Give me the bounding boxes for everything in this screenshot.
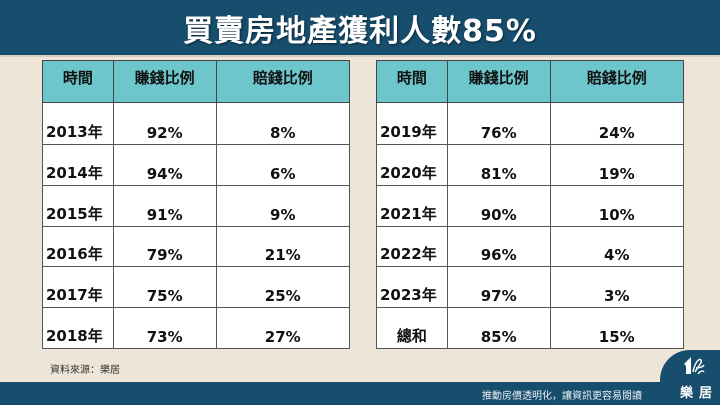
table-row: 2021年 90% 10%	[376, 184, 684, 227]
table-row: 2020年 81% 19%	[376, 144, 684, 186]
loss-cell: 15%	[549, 307, 684, 349]
profit-cell: 90%	[446, 184, 551, 227]
column-header-time: 時間	[42, 60, 114, 103]
column-header-profit: 賺錢比例	[112, 60, 217, 103]
table-row: 2016年 79% 21%	[42, 225, 350, 268]
profit-cell: 79%	[112, 225, 217, 268]
table-row: 2023年 97% 3%	[376, 266, 684, 309]
house-signature-icon	[684, 357, 705, 375]
profit-cell: 97%	[446, 266, 551, 309]
year-cell: 2014年	[42, 144, 114, 186]
table-row-total: 總和 85% 15%	[376, 307, 684, 349]
data-table-left: 時間 賺錢比例 賠錢比例 2013年 92% 8% 2014年 94% 6% 2…	[42, 60, 350, 349]
loss-cell: 27%	[215, 307, 350, 349]
brand-logo-text: 樂居	[680, 386, 719, 401]
profit-cell: 92%	[112, 102, 217, 145]
column-header-profit: 賺錢比例	[446, 60, 551, 103]
profit-cell: 94%	[112, 144, 217, 186]
profit-cell: 91%	[112, 184, 217, 227]
loss-cell: 25%	[215, 266, 350, 309]
year-cell: 2021年	[376, 184, 448, 227]
year-cell: 2017年	[42, 266, 114, 309]
year-cell: 2016年	[42, 225, 114, 268]
page-title: 買賣房地產獲利人數85%	[183, 13, 537, 49]
profit-cell: 76%	[446, 102, 551, 145]
source-note: 資料來源：樂居	[50, 365, 120, 376]
profit-cell: 73%	[112, 307, 217, 349]
year-cell: 2015年	[42, 184, 114, 227]
table-row: 2022年 96% 4%	[376, 225, 684, 268]
divider	[0, 55, 720, 57]
column-header-time: 時間	[376, 60, 448, 103]
loss-cell: 19%	[549, 144, 684, 186]
loss-cell: 9%	[215, 184, 350, 227]
profit-cell: 81%	[446, 144, 551, 186]
year-cell: 2013年	[42, 102, 114, 145]
table-header-row: 時間 賺錢比例 賠錢比例	[376, 60, 684, 103]
table-row: 2013年 92% 8%	[42, 102, 350, 145]
footer-bar: 推動房價透明化，讓資訊更容易閱讀	[0, 382, 720, 405]
loss-cell: 24%	[549, 102, 684, 145]
year-cell: 2022年	[376, 225, 448, 268]
table-row: 2019年 76% 24%	[376, 102, 684, 145]
year-cell: 2018年	[42, 307, 114, 349]
title-banner: 買賣房地產獲利人數85%	[0, 0, 720, 55]
year-cell: 2020年	[376, 144, 448, 186]
loss-cell: 10%	[549, 184, 684, 227]
table-row: 2015年 91% 9%	[42, 184, 350, 227]
table-row: 2014年 94% 6%	[42, 144, 350, 186]
year-cell: 2023年	[376, 266, 448, 309]
total-label-cell: 總和	[376, 307, 448, 349]
loss-cell: 4%	[549, 225, 684, 268]
loss-cell: 8%	[215, 102, 350, 145]
table-row: 2018年 73% 27%	[42, 307, 350, 349]
profit-cell: 85%	[446, 307, 551, 349]
profit-cell: 75%	[112, 266, 217, 309]
loss-cell: 6%	[215, 144, 350, 186]
data-table-right: 時間 賺錢比例 賠錢比例 2019年 76% 24% 2020年 81% 19%…	[376, 60, 684, 349]
loss-cell: 3%	[549, 266, 684, 309]
profit-cell: 96%	[446, 225, 551, 268]
table-row: 2017年 75% 25%	[42, 266, 350, 309]
footer-slogan: 推動房價透明化，讓資訊更容易閱讀	[482, 391, 642, 402]
column-header-loss: 賠錢比例	[549, 60, 684, 103]
loss-cell: 21%	[215, 225, 350, 268]
table-header-row: 時間 賺錢比例 賠錢比例	[42, 60, 350, 103]
column-header-loss: 賠錢比例	[215, 60, 350, 103]
year-cell: 2019年	[376, 102, 448, 145]
